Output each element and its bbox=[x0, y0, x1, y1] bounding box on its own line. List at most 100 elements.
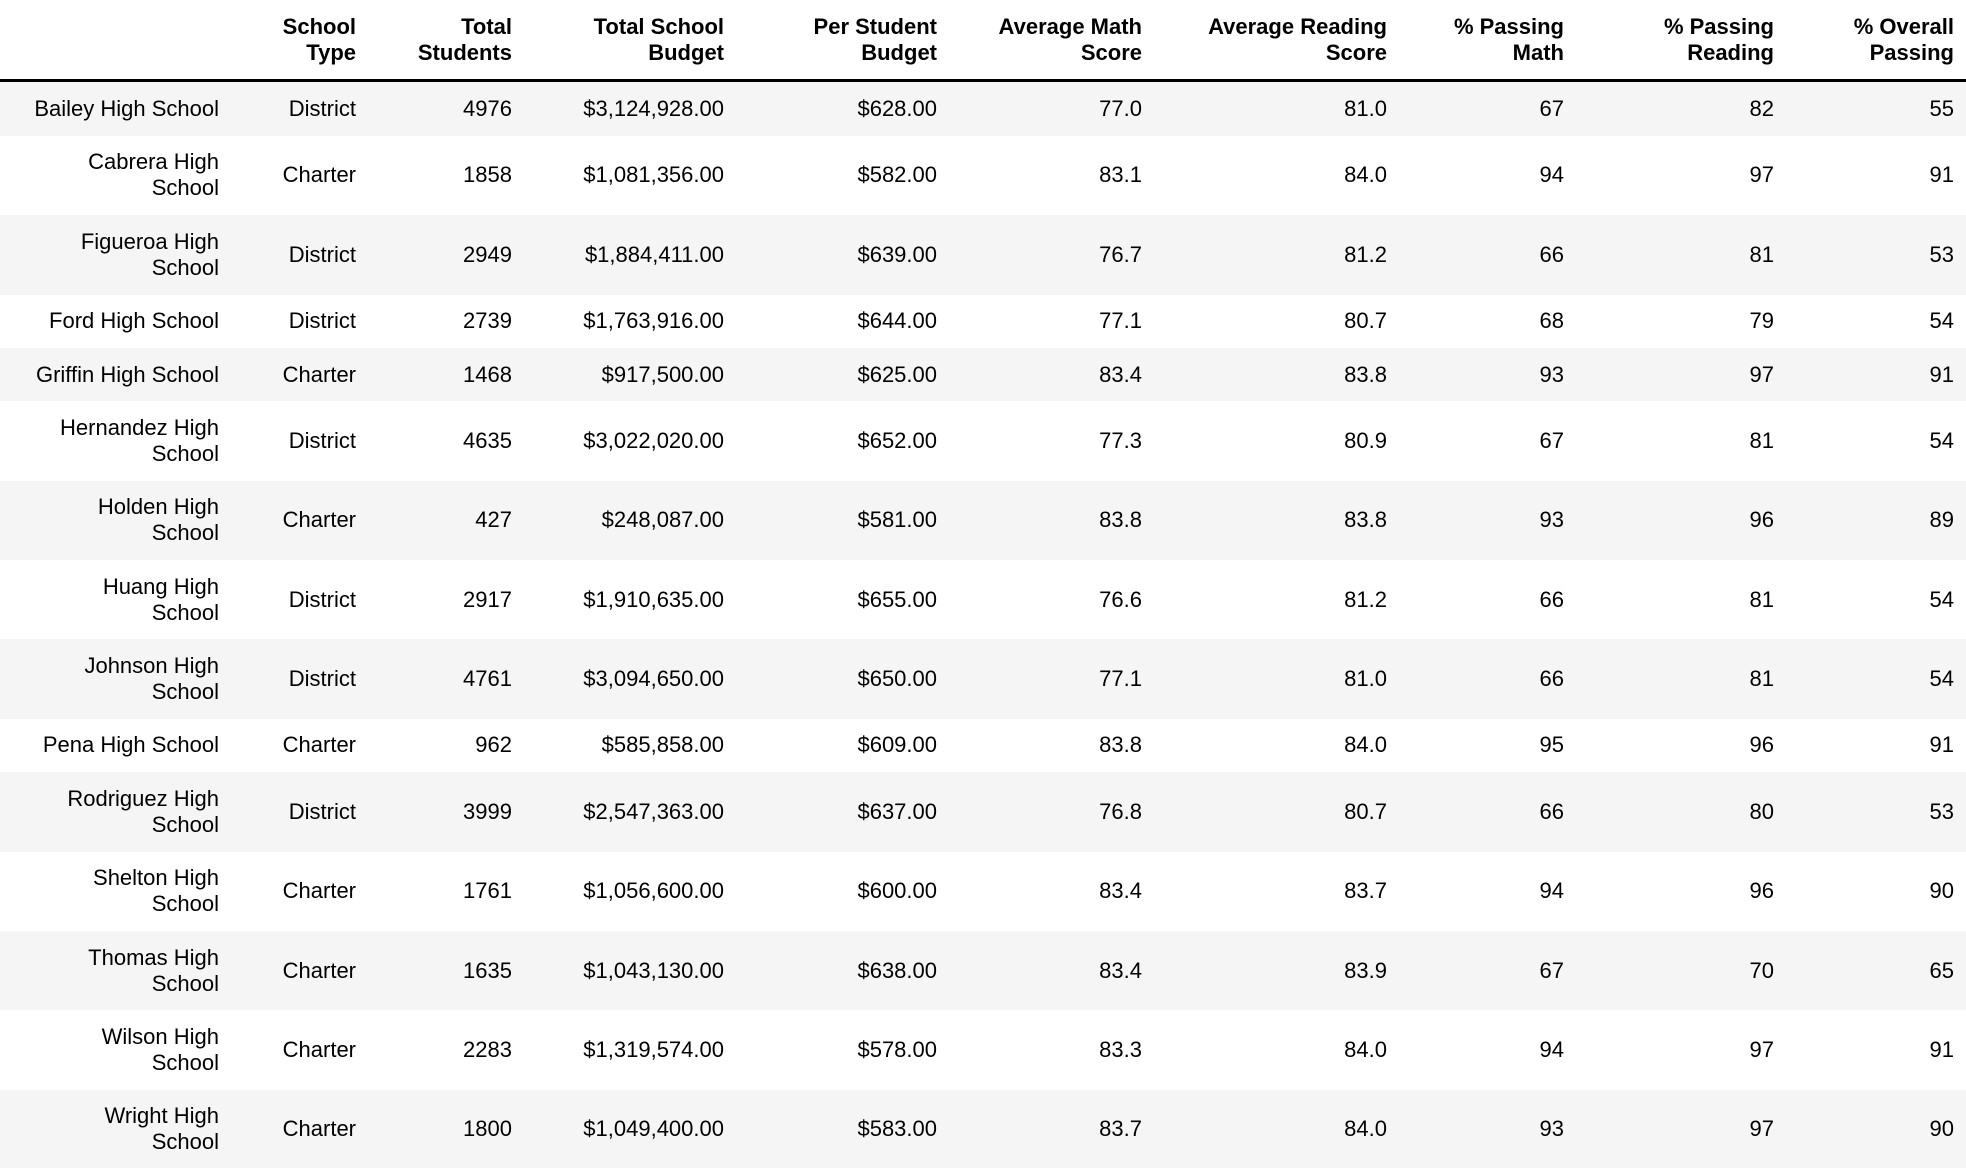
table-row: Wilson High School Charter 2283 $1,319,574.… bbox=[0, 1010, 1966, 1090]
cell-pct-passing-reading: 81 bbox=[1749, 666, 1774, 692]
table-body: Bailey High School District 4976 $3,124,928… bbox=[0, 80, 1966, 1168]
cell-total-students: 1858 bbox=[463, 162, 512, 188]
cell-per-student-budget: $639.00 bbox=[857, 241, 937, 267]
cell-average-reading-score: 84.0 bbox=[1344, 732, 1387, 758]
cell-average-reading-score: 80.7 bbox=[1344, 308, 1387, 334]
cell-average-math-score: 77.0 bbox=[1099, 96, 1142, 122]
row-label-school-name: Holden High School bbox=[97, 494, 219, 546]
cell-per-student-budget: $600.00 bbox=[857, 878, 937, 904]
table-header: School Type Total Students Total School … bbox=[0, 0, 1966, 83]
cell-school-type: District bbox=[288, 666, 356, 692]
table-row: Pena High School Charter 962 $585,858.00 $60… bbox=[0, 718, 1966, 773]
cell-pct-passing-reading: 96 bbox=[1749, 878, 1774, 904]
cell-per-student-budget: $655.00 bbox=[857, 586, 937, 612]
cell-pct-passing-math: 95 bbox=[1539, 732, 1564, 758]
row-label-school-name: Shelton High School bbox=[93, 865, 219, 917]
cell-pct-passing-math: 66 bbox=[1539, 586, 1564, 612]
table-row: Figueroa High School District 2949 $1,884,4… bbox=[0, 215, 1966, 295]
cell-pct-passing-reading: 96 bbox=[1749, 732, 1774, 758]
cell-pct-overall-passing: 91 bbox=[1929, 162, 1954, 188]
column-header-average-math-score: Average Math Score bbox=[949, 0, 1154, 83]
cell-pct-overall-passing: 53 bbox=[1929, 798, 1954, 824]
cell-school-type: District bbox=[288, 798, 356, 824]
cell-pct-passing-math: 93 bbox=[1539, 507, 1564, 533]
table-row: Johnson High School District 4761 $3,094,65… bbox=[0, 639, 1966, 719]
cell-average-math-score: 83.4 bbox=[1099, 361, 1142, 387]
cell-total-school-budget: $1,056,600.00 bbox=[583, 878, 724, 904]
row-label-school-name: Rodriguez High School bbox=[67, 785, 219, 837]
cell-pct-overall-passing: 53 bbox=[1929, 241, 1954, 267]
cell-pct-passing-reading: 82 bbox=[1749, 96, 1774, 122]
table-row: Holden High School Charter 427 $248,087.00 $… bbox=[0, 480, 1966, 560]
cell-per-student-budget: $638.00 bbox=[857, 957, 937, 983]
table-row: Hernandez High School District 4635 $3,022,… bbox=[0, 401, 1966, 481]
cell-pct-overall-passing: 89 bbox=[1929, 507, 1954, 533]
cell-average-reading-score: 83.7 bbox=[1344, 878, 1387, 904]
cell-average-math-score: 77.3 bbox=[1099, 427, 1142, 453]
table-row: Huang High School District 2917 $1,910,635.… bbox=[0, 560, 1966, 640]
cell-average-math-score: 83.4 bbox=[1099, 878, 1142, 904]
cell-pct-passing-math: 94 bbox=[1539, 878, 1564, 904]
cell-pct-passing-reading: 70 bbox=[1749, 957, 1774, 983]
cell-pct-passing-math: 66 bbox=[1539, 798, 1564, 824]
cell-per-student-budget: $581.00 bbox=[857, 507, 937, 533]
table-row: Shelton High School Charter 1761 $1,056,600… bbox=[0, 851, 1966, 931]
cell-average-math-score: 83.1 bbox=[1099, 162, 1142, 188]
cell-total-students: 4761 bbox=[463, 666, 512, 692]
column-header-total-students: Total Students bbox=[368, 0, 524, 83]
cell-total-students: 3999 bbox=[463, 798, 512, 824]
cell-average-math-score: 83.4 bbox=[1099, 957, 1142, 983]
column-header-total-school-budget: Total School Budget bbox=[524, 0, 736, 83]
cell-pct-passing-math: 93 bbox=[1539, 361, 1564, 387]
header-row: School Type Total Students Total School … bbox=[0, 0, 1966, 83]
cell-total-students: 1761 bbox=[463, 878, 512, 904]
cell-school-type: District bbox=[288, 96, 356, 122]
table-row: Wright High School Charter 1800 $1,049,400.… bbox=[0, 1089, 1966, 1168]
cell-per-student-budget: $578.00 bbox=[857, 1036, 937, 1062]
cell-per-student-budget: $652.00 bbox=[857, 427, 937, 453]
cell-pct-passing-reading: 97 bbox=[1749, 162, 1774, 188]
cell-total-students: 1635 bbox=[463, 957, 512, 983]
column-header-pct-overall-passing: % Overall Passing bbox=[1786, 0, 1966, 83]
cell-school-type: District bbox=[288, 241, 356, 267]
cell-average-reading-score: 81.0 bbox=[1344, 666, 1387, 692]
row-label-school-name: Bailey High School bbox=[34, 96, 219, 122]
cell-total-school-budget: $585,858.00 bbox=[601, 732, 724, 758]
cell-school-type: District bbox=[288, 427, 356, 453]
row-label-school-name: Pena High School bbox=[42, 732, 219, 758]
cell-pct-passing-math: 67 bbox=[1539, 96, 1564, 122]
cell-total-students: 2739 bbox=[463, 308, 512, 334]
cell-total-students: 1468 bbox=[463, 361, 512, 387]
cell-pct-passing-reading: 81 bbox=[1749, 241, 1774, 267]
cell-pct-passing-math: 67 bbox=[1539, 427, 1564, 453]
cell-school-type: Charter bbox=[282, 361, 356, 387]
cell-average-reading-score: 83.8 bbox=[1344, 507, 1387, 533]
cell-average-reading-score: 80.9 bbox=[1344, 427, 1387, 453]
cell-pct-passing-reading: 97 bbox=[1749, 361, 1774, 387]
cell-pct-overall-passing: 55 bbox=[1929, 96, 1954, 122]
cell-average-reading-score: 83.9 bbox=[1344, 957, 1387, 983]
cell-total-school-budget: $1,763,916.00 bbox=[583, 308, 724, 334]
cell-average-math-score: 83.8 bbox=[1099, 732, 1142, 758]
cell-total-school-budget: $2,547,363.00 bbox=[583, 798, 724, 824]
cell-per-student-budget: $628.00 bbox=[857, 96, 937, 122]
cell-average-math-score: 83.3 bbox=[1099, 1036, 1142, 1062]
cell-total-school-budget: $1,043,130.00 bbox=[583, 957, 724, 983]
cell-total-school-budget: $3,124,928.00 bbox=[583, 96, 724, 122]
cell-total-students: 962 bbox=[475, 732, 512, 758]
cell-school-type: Charter bbox=[282, 878, 356, 904]
cell-school-type: Charter bbox=[282, 1036, 356, 1062]
cell-pct-overall-passing: 91 bbox=[1929, 1036, 1954, 1062]
cell-pct-passing-math: 66 bbox=[1539, 241, 1564, 267]
cell-total-students: 1800 bbox=[463, 1116, 512, 1142]
cell-pct-overall-passing: 90 bbox=[1929, 878, 1954, 904]
cell-pct-overall-passing: 54 bbox=[1929, 427, 1954, 453]
cell-pct-passing-math: 68 bbox=[1539, 308, 1564, 334]
row-label-school-name: Ford High School bbox=[49, 308, 219, 334]
column-header-average-reading-score: Average Reading Score bbox=[1154, 0, 1399, 83]
cell-pct-overall-passing: 91 bbox=[1929, 361, 1954, 387]
cell-school-type: Charter bbox=[282, 732, 356, 758]
cell-average-math-score: 76.7 bbox=[1099, 241, 1142, 267]
column-header-school-name bbox=[0, 0, 231, 83]
